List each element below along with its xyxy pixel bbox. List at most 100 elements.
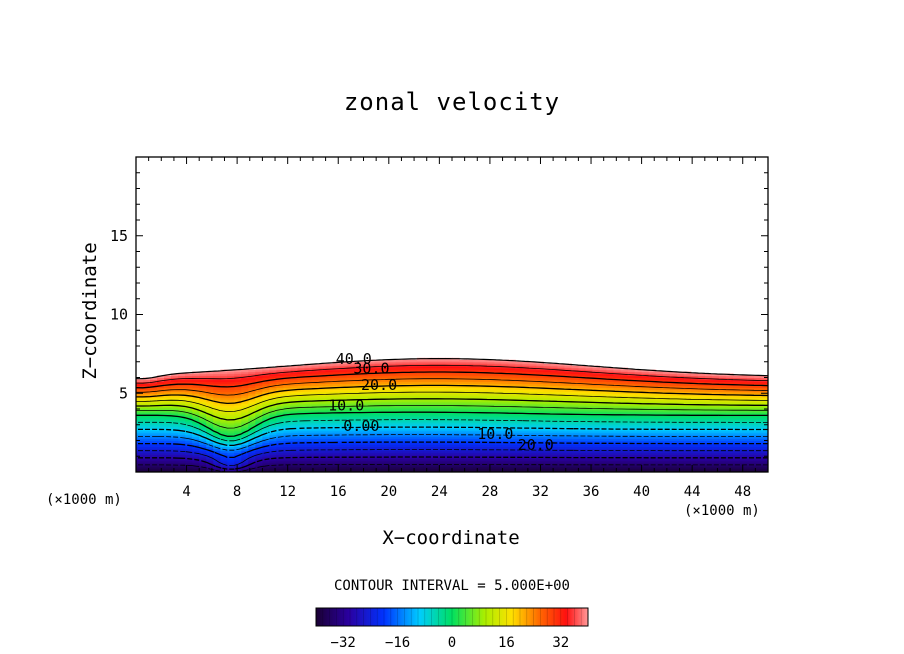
field-cell [444,424,453,428]
field-cell [697,466,706,469]
field-cell [437,409,446,412]
field-cell [452,468,460,471]
field-cell [164,395,172,398]
contour-line-negative [136,441,768,459]
field-cell [318,450,327,453]
field-cell [409,375,418,379]
field-cell [367,430,376,434]
field-cell [718,438,727,442]
contour-lines [136,358,768,472]
contour-line-negative [136,426,768,447]
field-cell [374,468,383,471]
field-cell [311,452,320,455]
contour-line-negative [136,419,768,442]
field-cell [718,464,727,467]
field-cell [150,458,158,461]
field-cell [480,393,488,396]
field-cell [220,424,228,428]
field-cell [213,428,221,432]
field-cell [423,375,432,379]
field-cell [409,379,418,383]
field-cell [213,462,221,465]
field-cell [318,367,327,371]
field-cell [360,397,369,400]
field-cell [430,432,439,436]
field-cell [367,444,376,448]
field-cell [332,375,341,379]
field-cell [452,365,460,369]
field-cell [718,426,727,430]
field-cell [725,454,734,457]
field-cell [494,466,502,469]
field-cell [199,420,207,424]
field-cell [746,381,755,385]
field-cell [143,426,151,430]
field-cell [171,381,179,385]
field-cell [711,422,720,426]
field-cell [578,440,587,444]
field-cell [522,401,530,404]
field-cell [206,452,214,455]
field-cell [311,446,320,449]
field-cell [381,383,390,386]
field-cell [760,464,768,467]
field-cell [325,420,334,424]
field-cell [480,373,488,377]
field-cell [501,391,509,394]
field-cell [459,470,467,472]
field-cell [199,385,207,388]
field-cell [669,383,678,386]
field-cell [508,383,516,386]
field-cell [606,462,615,465]
field-cell [690,448,699,451]
field-cell [515,462,523,465]
field-cell [297,452,306,455]
field-cell [269,458,278,461]
field-cell [487,468,495,471]
field-cell [143,458,151,461]
field-cell [311,383,320,386]
field-cell [150,403,158,406]
field-cell [332,387,341,390]
field-cell [213,379,221,383]
field-cell [571,379,579,383]
field-cell [613,395,622,398]
field-cell [402,428,411,432]
field-cell [241,438,249,442]
field-cell [143,397,151,400]
field-cell [753,401,762,404]
field-cell [311,458,320,461]
field-cell [325,407,334,410]
field-cell [459,405,467,408]
field-cell [185,442,193,446]
field-cell [269,424,278,428]
field-cell [515,436,523,440]
field-cell [473,365,481,369]
field-cell [416,389,425,392]
field-cell [234,470,242,472]
field-cell [304,389,313,392]
field-cell [480,395,488,398]
field-cell [353,446,362,449]
field-cell [515,375,523,379]
field-cell [360,401,369,404]
field-cell [641,432,650,436]
field-cell [311,462,320,465]
field-cell [157,464,165,467]
field-cell [466,365,474,369]
field-cell [634,466,643,469]
field-cell [164,420,172,424]
field-cell [606,391,615,394]
field-cell [360,470,369,472]
field-cell [318,373,327,377]
field-cell [409,359,418,363]
field-cell [690,440,699,444]
field-cell [283,462,292,465]
field-cell [241,395,249,398]
field-cell [388,409,397,412]
field-cell [613,371,622,375]
field-cell [374,428,383,432]
field-cell [480,466,488,469]
field-cell [571,438,579,442]
field-cell [543,397,551,400]
